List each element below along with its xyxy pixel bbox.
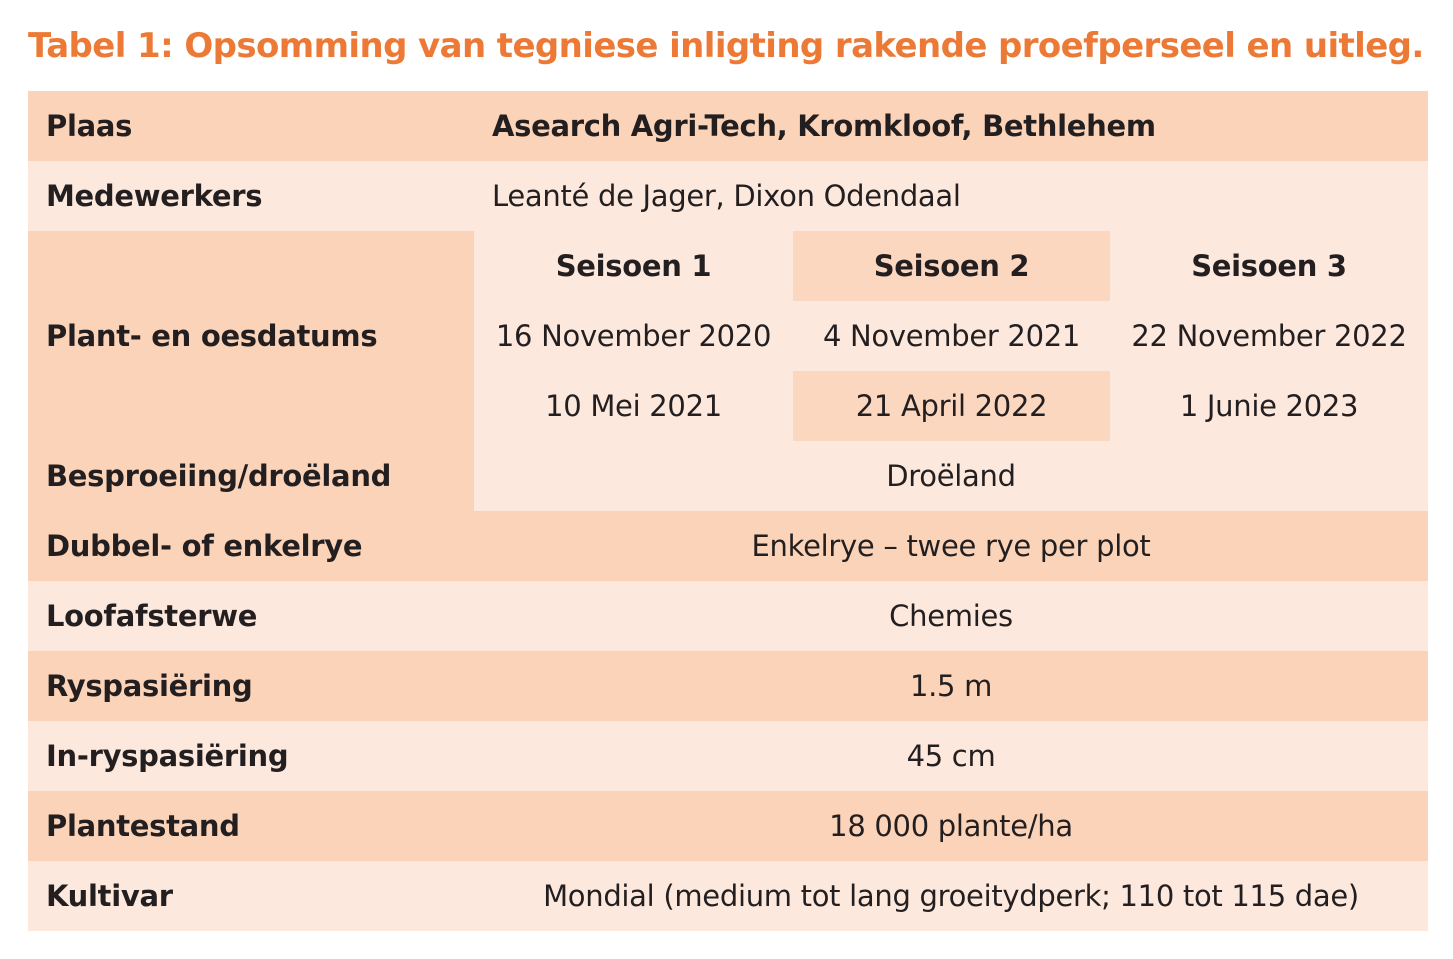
season-3-harvest-date: 1 Junie 2023 [1110, 371, 1428, 441]
season-3-header: Seisoen 3 [1110, 231, 1428, 301]
row-label: Dubbel- of enkelrye [28, 511, 474, 581]
table-row-rye: Dubbel- of enkelrye Enkelrye – twee rye … [28, 511, 1428, 581]
season-1-harvest-date: 10 Mei 2021 [474, 371, 793, 441]
row-value: Droëland [474, 441, 1428, 511]
season-2-header: Seisoen 2 [793, 231, 1110, 301]
row-label: Medewerkers [28, 161, 474, 231]
technical-info-table: Plaas Asearch Agri-Tech, Kromkloof, Beth… [28, 91, 1428, 931]
table-caption: Tabel 1: Opsomming van tegniese inligtin… [28, 26, 1424, 66]
row-label: Kultivar [28, 861, 474, 931]
row-label: Plaas [28, 91, 474, 161]
table-row-plant-dates: 16 November 2020 4 November 2021 22 Nove… [28, 301, 1428, 371]
season-2-plant-date: 4 November 2021 [793, 301, 1110, 371]
row-value: 18 000 plante/ha [474, 791, 1428, 861]
table-row-besproeiing: Besproeiing/droëland Droëland [28, 441, 1428, 511]
table-row-ryspasiering: Ryspasiëring 1.5 m [28, 651, 1428, 721]
table-row-loofafsterwe: Loofafsterwe Chemies [28, 581, 1428, 651]
row-value: Asearch Agri-Tech, Kromkloof, Bethlehem [474, 91, 1428, 161]
row-label: Besproeiing/droëland [28, 441, 474, 511]
table-row-kultivar: Kultivar Mondial (medium tot lang groeit… [28, 861, 1428, 931]
table-row-seasons-header: Plant- en oesdatums Seisoen 1 Seisoen 2 … [28, 231, 1428, 441]
row-label: In-ryspasiëring [28, 721, 474, 791]
row-value: 1.5 m [474, 651, 1428, 721]
season-2-harvest-date: 21 April 2022 [793, 371, 1110, 441]
table-row-plaas: Plaas Asearch Agri-Tech, Kromkloof, Beth… [28, 91, 1428, 161]
table-row-inryspasiering: In-ryspasiëring 45 cm [28, 721, 1428, 791]
table-row-harvest-dates: 10 Mei 2021 21 April 2022 1 Junie 2023 [28, 371, 1428, 441]
row-label: Plant- en oesdatums [28, 231, 474, 441]
row-value: Chemies [474, 581, 1428, 651]
season-3-plant-date: 22 November 2022 [1110, 301, 1428, 371]
season-1-header: Seisoen 1 [474, 231, 793, 301]
row-value: Leanté de Jager, Dixon Odendaal [474, 161, 1428, 231]
row-value: 45 cm [474, 721, 1428, 791]
table-row-plantestand: Plantestand 18 000 plante/ha [28, 791, 1428, 861]
row-value: Mondial (medium tot lang groeitydperk; 1… [474, 861, 1428, 931]
row-label: Plantestand [28, 791, 474, 861]
season-1-plant-date: 16 November 2020 [474, 301, 793, 371]
row-label: Ryspasiëring [28, 651, 474, 721]
row-label: Loofafsterwe [28, 581, 474, 651]
row-value: Enkelrye – twee rye per plot [474, 511, 1428, 581]
table-row-medewerkers: Medewerkers Leanté de Jager, Dixon Odend… [28, 161, 1428, 231]
